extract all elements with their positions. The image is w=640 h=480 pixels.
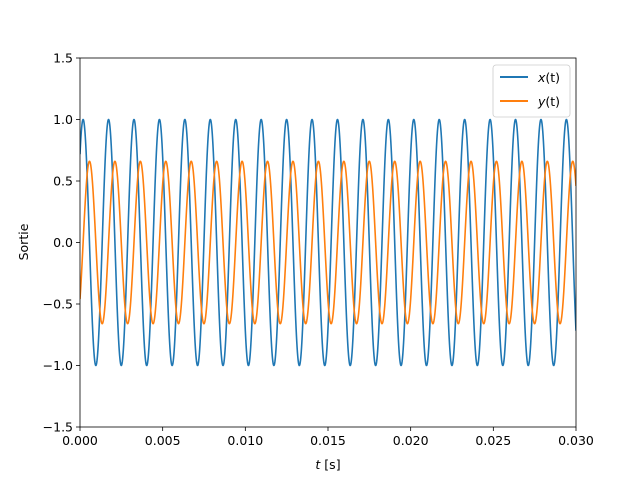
legend-label-y: y(t) — [537, 94, 560, 109]
x-tick-label: 0.030 — [558, 433, 594, 448]
y-tick-label: 1.0 — [53, 112, 73, 127]
y-axis-label: Sortie — [16, 223, 31, 260]
x-tick-label: 0.025 — [475, 433, 511, 448]
legend-label-y-arg: (t) — [545, 94, 560, 109]
x-tick-label: 0.005 — [145, 433, 181, 448]
y-tick-label: −1.5 — [43, 420, 73, 435]
x-axis-label-unit: [s] — [320, 457, 340, 472]
x-axis-label-var: t — [315, 457, 321, 472]
legend-label-y-var: y — [537, 94, 546, 109]
plot-area — [80, 58, 576, 427]
x-tick-label: 0.020 — [393, 433, 429, 448]
legend-label-x: x(t) — [537, 70, 560, 85]
x-tick-label: 0.010 — [227, 433, 263, 448]
series-line-x — [80, 118, 576, 367]
legend-label-x-arg: (t) — [545, 70, 560, 85]
y-tick-label: −0.5 — [43, 297, 73, 312]
x-tick-label: 0.000 — [62, 433, 98, 448]
series-layer — [80, 118, 576, 367]
y-tick-label: 0.0 — [53, 235, 73, 250]
legend: x(t) y(t) — [492, 64, 571, 118]
series-line-y — [80, 160, 576, 325]
y-tick-label: 1.5 — [53, 51, 73, 66]
x-tick-label: 0.015 — [310, 433, 346, 448]
legend-label-x-var: x — [537, 70, 546, 85]
y-tick-label: −1.0 — [43, 358, 73, 373]
y-axis: −1.5 −1.0 −0.5 0.0 0.5 1.0 1.5 — [43, 51, 80, 435]
x-axis: 0.000 0.005 0.010 0.015 0.020 0.025 0.030 — [62, 427, 594, 448]
x-axis-label: t [s] — [315, 457, 340, 472]
y-tick-label: 0.5 — [53, 174, 73, 189]
